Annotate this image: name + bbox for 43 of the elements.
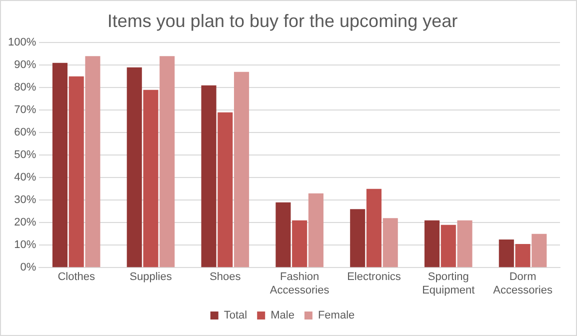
bar xyxy=(382,218,398,268)
bar xyxy=(350,209,366,268)
x-tick-label: Dorm Accessories xyxy=(493,271,553,296)
y-tick-label: 60% xyxy=(14,126,36,139)
legend-label: Female xyxy=(318,310,355,322)
bar xyxy=(424,220,440,268)
bar xyxy=(160,56,175,268)
y-tick-label: 50% xyxy=(14,149,36,162)
y-tick-label: 100% xyxy=(8,36,36,49)
x-tick-label: Supplies xyxy=(130,271,172,284)
bar xyxy=(515,244,530,268)
bar xyxy=(498,239,514,268)
y-tick-label: 0% xyxy=(20,262,36,274)
y-tick-label: 10% xyxy=(14,239,36,252)
x-tick-label: Electronics xyxy=(347,271,402,284)
y-tick-label: 40% xyxy=(14,172,36,184)
bar xyxy=(366,188,382,268)
x-tick-label: Clothes xyxy=(58,271,96,284)
bar xyxy=(52,62,68,268)
x-tick-label: Fashion Accessories xyxy=(270,271,330,296)
y-tick-label: 80% xyxy=(14,82,36,94)
x-tick-label: Shoes xyxy=(210,271,242,284)
bar xyxy=(276,202,291,268)
y-tick-label: 90% xyxy=(14,59,36,72)
x-tick-label: Sporting Equipment xyxy=(422,271,475,296)
legend-label: Male xyxy=(270,310,294,322)
legend-label: Total xyxy=(224,310,248,322)
bar xyxy=(457,220,472,268)
bar xyxy=(292,220,308,268)
bar xyxy=(308,193,324,268)
bar xyxy=(201,85,216,268)
bar xyxy=(218,112,233,268)
chart-title: Items you plan to buy for the upcoming year xyxy=(107,10,458,31)
y-tick-label: 70% xyxy=(14,104,36,116)
bar xyxy=(143,90,158,268)
bar xyxy=(85,56,100,268)
y-tick-label: 30% xyxy=(14,194,36,206)
bar xyxy=(68,76,84,268)
bar xyxy=(532,234,547,268)
bar xyxy=(126,67,142,268)
bar xyxy=(234,72,250,268)
y-tick-label: 20% xyxy=(14,216,36,229)
bar xyxy=(440,224,456,268)
